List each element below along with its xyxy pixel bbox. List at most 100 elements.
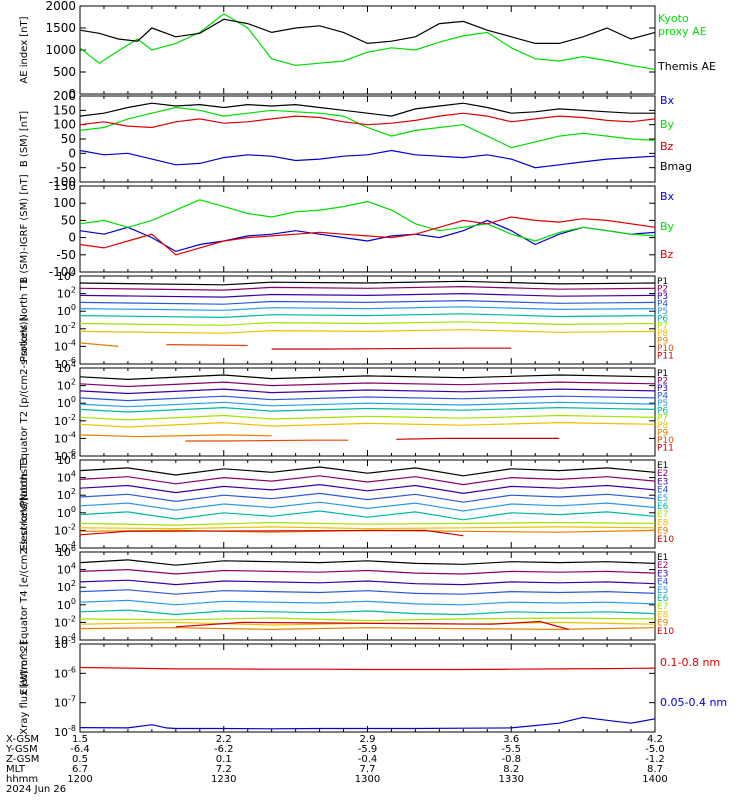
legend-entry: E4 (657, 578, 669, 588)
legend-entry: P3 (657, 292, 668, 302)
y-tick-label: 106 (57, 452, 76, 467)
legend-entry: P7 (657, 414, 668, 424)
series-Bz (79, 112, 656, 129)
ephemeris-value: -5.9 (358, 744, 378, 755)
legend-entry: E9 (657, 527, 669, 537)
series-P3 (79, 388, 656, 395)
y-tick-label: 100 (53, 118, 76, 132)
series-P9 (79, 342, 119, 347)
series-P5 (79, 306, 656, 311)
legend-entry: E2 (657, 469, 668, 479)
ephemeris-value: -0.8 (501, 754, 521, 765)
y-tick-label: -50 (56, 248, 76, 262)
legend-entry: P4 (657, 391, 668, 401)
y-tick-label: -100 (49, 175, 76, 189)
panel-frame (79, 185, 656, 273)
legend-entry: E7 (657, 510, 668, 520)
series-P3 (79, 292, 656, 298)
series-E10 (175, 620, 569, 630)
ephemeris-value: -6.2 (214, 744, 234, 755)
y-tick-label: 10-4 (54, 430, 76, 445)
y-axis-label: B (SM) [nT] (19, 111, 30, 167)
series-0.1-0.8 nm (79, 666, 656, 671)
legend-entry: P11 (657, 444, 674, 454)
legend-entry: P2 (657, 284, 668, 294)
legend-entry: E6 (657, 502, 669, 512)
series-0.05-0.4 nm (79, 716, 656, 730)
legend-entry: P9 (657, 429, 668, 439)
ephemeris-value: 1230 (211, 774, 236, 785)
ephemeris-value: 2.2 (216, 734, 232, 745)
y-tick-label: 104 (57, 470, 76, 485)
series-Bmag (79, 102, 655, 117)
legend-entry: E8 (657, 610, 669, 620)
series-P6 (79, 313, 656, 319)
panel-bsmigrf: -100 -50 0 50 100 150 B (SM)-IGRF (SM) [nT] (19, 174, 656, 284)
series-P1 (79, 280, 656, 286)
legend-entry: P10 (657, 436, 674, 446)
series-By (79, 199, 656, 242)
legend-entry: P8 (657, 421, 668, 431)
legend-xray: 0.05-0.4 nm (660, 696, 727, 709)
legend-entry: P9 (657, 337, 668, 347)
y-tick-label: 100 (57, 395, 76, 410)
series-E3 (79, 483, 656, 495)
legend-entry: E1 (657, 461, 668, 471)
ephemeris-value: 8.7 (647, 764, 663, 775)
ephemeris-value: 7.7 (360, 764, 376, 775)
y-tick-label: 102 (57, 579, 76, 594)
ephemeris-value: 0.5 (72, 754, 88, 765)
legend-entry: E1 (657, 553, 668, 563)
panel-e_equator: 10-4 10-2 100 102 104 106 Electrons Equator T4… (19, 497, 674, 694)
series-P11 (396, 437, 560, 440)
panel-xray: 10-8 10-7 10-6 10-5 Xray flux [W/m^2] (19, 636, 656, 739)
ephemeris-value: 1330 (499, 774, 524, 785)
panel-frame (79, 5, 656, 95)
legend-bsmigrf: Bz (660, 248, 674, 261)
series-E6 (79, 510, 656, 521)
legend-entry: P1 (657, 277, 668, 287)
y-tick-label: 1000 (45, 43, 76, 57)
ephemeris-value: 8.2 (503, 764, 519, 775)
y-tick-label: 10-4 (54, 540, 76, 555)
y-tick-label: 10-6 (54, 448, 76, 463)
ephemeris-value: 6.7 (72, 764, 88, 775)
ephemeris-value: -5.0 (645, 744, 665, 755)
legend-entry: E6 (657, 594, 669, 604)
y-tick-label: 102 (57, 378, 76, 393)
ephemeris-row-label: X-GSM (6, 734, 39, 745)
legend-entry: P8 (657, 329, 668, 339)
legend-bsm: Bz (660, 140, 674, 153)
y-tick-label: 0 (68, 231, 76, 245)
panel-p_equator: 10-6 10-4 10-2 100 102 104 Protons Equator T2 … (19, 317, 674, 506)
legend-entry: E3 (657, 477, 668, 487)
legend-entry: P5 (657, 399, 668, 409)
series-P2 (79, 381, 656, 388)
y-tick-label: 100 (57, 505, 76, 520)
legend-entry: E9 (657, 619, 669, 629)
y-tick-label: 10-4 (54, 632, 76, 647)
legend-entry: E4 (657, 486, 669, 496)
legend-entry: E10 (657, 627, 674, 637)
y-tick-label: 10-2 (54, 413, 76, 428)
y-tick-label: 10-2 (54, 321, 76, 336)
y-tick-label: 0 (68, 87, 76, 101)
ephemeris-value: -5.5 (501, 744, 521, 755)
series-E5 (79, 501, 656, 512)
y-tick-label: 10-5 (54, 636, 76, 651)
ephemeris-value: 1.5 (72, 734, 88, 745)
legend-ae: Kyoto (658, 12, 689, 25)
legend-ae: Themis AE (657, 60, 716, 73)
y-tick-label: 150 (53, 103, 76, 117)
legend-xray: 0.1-0.8 nm (660, 656, 720, 669)
ephemeris-row-label: 2024 Jun 26 (6, 784, 66, 795)
ephemeris-value: 2.9 (360, 734, 376, 745)
legend-entry: P1 (657, 369, 668, 379)
series-P4 (79, 299, 656, 305)
legend-entry: P3 (657, 384, 668, 394)
series-P11 (271, 347, 512, 350)
series-P6 (79, 406, 656, 413)
y-tick-label: 50 (61, 132, 76, 146)
